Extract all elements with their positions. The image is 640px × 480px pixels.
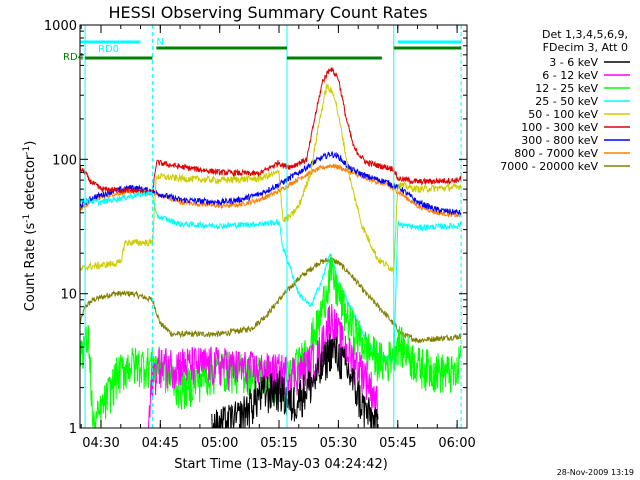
axes-layer: 04:30 04:45 05:00 05:15 05:30 05:45 06:00 1 10 10…	[44, 19, 476, 451]
series-3-6kev	[211, 334, 379, 429]
x-tick-label: 04:30	[82, 436, 119, 451]
series-50-100kev	[79, 83, 462, 274]
legend-entry-label: 3 - 6 keV	[549, 56, 598, 69]
legend-entry-label: 6 - 12 keV	[542, 69, 598, 82]
flag-label-rd0: RD0	[98, 44, 119, 55]
chart-title: HESSI Observing Summary Count Rates	[108, 3, 427, 22]
legend-entry-label: 50 - 100 keV	[528, 108, 598, 121]
y-axis-label-main: Count Rate (s	[23, 223, 38, 312]
flag-label-rd4: RD4	[63, 52, 84, 63]
x-tick-label: 04:45	[142, 436, 179, 451]
legend: Det 1,3,4,5,6,9, FDecim 3, Att 0 3 - 6 k…	[500, 28, 630, 173]
legend-entry-label: 300 - 800 keV	[521, 134, 598, 147]
flags-layer: RD0 RD4 N	[63, 25, 462, 428]
y-tick-label: 10	[60, 288, 77, 303]
x-tick-label: 05:00	[201, 436, 238, 451]
flag-label-n: N	[156, 37, 163, 48]
legend-entry-label: 25 - 50 keV	[535, 95, 598, 108]
series-25-50kev	[79, 190, 462, 363]
series-7000-20000kev	[79, 256, 462, 344]
y-axis-label: Count Rate (s-1 detector-1)	[22, 141, 38, 312]
footer-timestamp: 28-Nov-2009 13:19	[557, 468, 634, 477]
y-axis-label-end: )	[23, 141, 38, 146]
y-tick-label: 100	[52, 153, 77, 168]
legend-entry-label: 12 - 25 keV	[535, 82, 598, 95]
y-axis-label-sup1: -1	[22, 214, 32, 223]
series-layer	[79, 67, 462, 429]
legend-header-line2: FDecim 3, Att 0	[543, 41, 628, 54]
x-tick-label: 05:45	[379, 436, 416, 451]
plot-area-frame	[79, 24, 468, 429]
y-tick-label: 1	[69, 422, 77, 437]
y-axis-label-sup2: -1	[22, 146, 32, 155]
legend-entry-label: 7000 - 20000 keV	[500, 160, 598, 173]
legend-header-line1: Det 1,3,4,5,6,9,	[542, 28, 628, 41]
y-tick-label: 1000	[44, 19, 77, 34]
x-tick-label: 05:30	[320, 436, 357, 451]
y-axis-label-mid: detector	[23, 154, 38, 214]
legend-entry-label: 100 - 300 keV	[521, 121, 598, 134]
x-axis-label: Start Time (13-May-03 04:24:42)	[174, 457, 388, 472]
x-tick-label: 06:00	[438, 436, 475, 451]
legend-entry-label: 800 - 7000 keV	[514, 147, 598, 160]
x-tick-label: 05:15	[260, 436, 297, 451]
series-300-800kev	[79, 150, 462, 216]
